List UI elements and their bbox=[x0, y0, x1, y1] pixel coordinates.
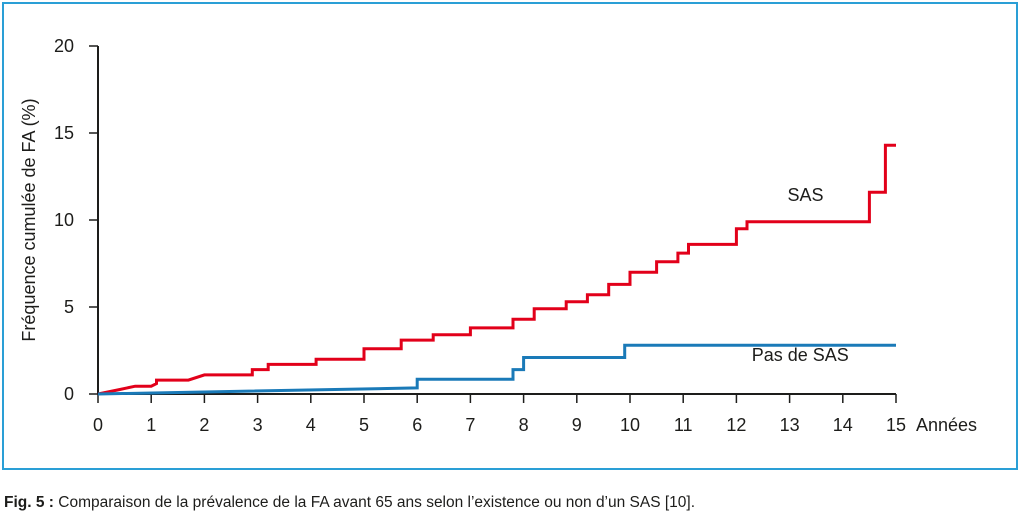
series-layer bbox=[97, 143, 896, 396]
x-tick-label: 4 bbox=[306, 415, 316, 435]
series-label-sas: SAS bbox=[788, 185, 824, 205]
cumulative-af-chart: Fréquence cumulée de FA (%) 0 1 2 3 4 5 6 7 8 9 10… bbox=[19, 36, 977, 435]
x-tick-label: 5 bbox=[359, 415, 369, 435]
x-tick-label: 9 bbox=[572, 415, 582, 435]
x-tick-label: 7 bbox=[465, 415, 475, 435]
x-tick-label: 13 bbox=[780, 415, 800, 435]
caption-text: Comparaison de la prévalence de la FA av… bbox=[53, 494, 696, 511]
y-tick-label: 15 bbox=[54, 123, 74, 143]
y-tick-label: 20 bbox=[54, 36, 74, 56]
series-line-pas-de-sas bbox=[97, 343, 896, 396]
y-tick-label: 5 bbox=[64, 297, 74, 317]
series-label-pas-de-sas: Pas de SAS bbox=[752, 345, 849, 365]
figure-caption: Fig. 5 : Comparaison de la prévalence de… bbox=[4, 494, 695, 512]
x-tick-label: 11 bbox=[674, 415, 693, 435]
x-tick-label: 14 bbox=[833, 415, 853, 435]
y-axis-title: Fréquence cumulée de FA (%) bbox=[19, 98, 39, 341]
y-tick-label: 10 bbox=[54, 210, 74, 230]
x-tick-label: 15 bbox=[886, 415, 906, 435]
x-tick-label: 3 bbox=[253, 415, 263, 435]
x-tick-label: 1 bbox=[146, 415, 156, 435]
x-tick-label: 2 bbox=[199, 415, 209, 435]
caption-prefix: Fig. 5 : bbox=[4, 494, 54, 511]
y-tick-label: 0 bbox=[64, 384, 74, 404]
x-tick-label: 8 bbox=[519, 415, 529, 435]
x-tick-label: 10 bbox=[620, 415, 640, 435]
x-tick-label: 6 bbox=[412, 415, 422, 435]
y-axis-title-group: Fréquence cumulée de FA (%) bbox=[19, 98, 39, 341]
axes bbox=[97, 46, 896, 395]
x-tick-label: 0 bbox=[93, 415, 103, 435]
x-axis-title: Années bbox=[916, 415, 977, 435]
labels-layer: SAS Pas de SAS bbox=[752, 185, 849, 365]
x-tick-label: 12 bbox=[726, 415, 746, 435]
series-line-sas bbox=[97, 143, 896, 396]
figure-frame bbox=[2, 2, 1018, 470]
